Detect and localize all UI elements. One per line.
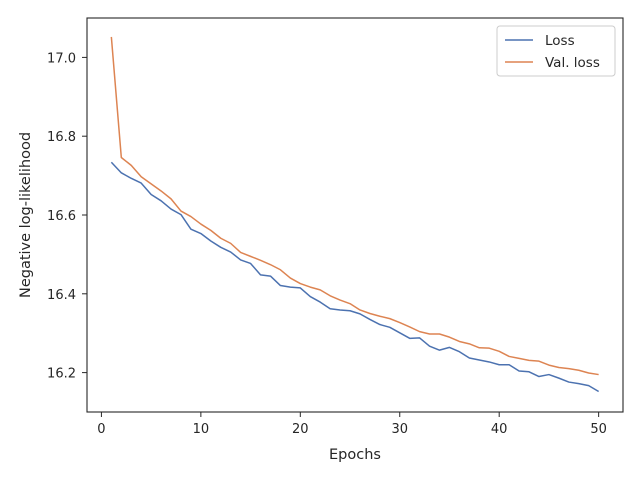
- legend-label-loss: Loss: [545, 33, 575, 49]
- plot-area: [87, 18, 623, 412]
- legend-box: [496, 25, 616, 77]
- series-line-loss: [110, 161, 600, 393]
- y-tick-label: 16.4: [47, 288, 76, 303]
- x-tick-label: 40: [491, 422, 508, 437]
- x-axis-label: Epochs: [329, 447, 381, 463]
- plot-frame: [86, 17, 624, 413]
- y-tick-label: 17.0: [47, 51, 76, 66]
- y-tick-label: 16.2: [47, 367, 76, 382]
- series-line-val-loss: [110, 36, 599, 376]
- y-axis-ticks: 16.2 16.4 16.6 16.8 17.0: [47, 51, 87, 382]
- y-tick-label: 16.6: [47, 209, 76, 224]
- x-tick-label: 0: [97, 422, 105, 437]
- x-tick-label: 10: [193, 422, 210, 437]
- legend: Loss Val. loss: [496, 25, 616, 77]
- y-tick-label: 16.8: [47, 130, 76, 145]
- x-tick-label: 20: [292, 422, 309, 437]
- x-tick-label: 30: [391, 422, 408, 437]
- legend-label-val-loss: Val. loss: [545, 55, 600, 71]
- y-axis-label: Negative log-likelihood: [18, 132, 34, 298]
- series-layer: [110, 36, 600, 393]
- x-axis-ticks: 0 10 20 30 40 50: [97, 412, 607, 437]
- x-tick-label: 50: [590, 422, 607, 437]
